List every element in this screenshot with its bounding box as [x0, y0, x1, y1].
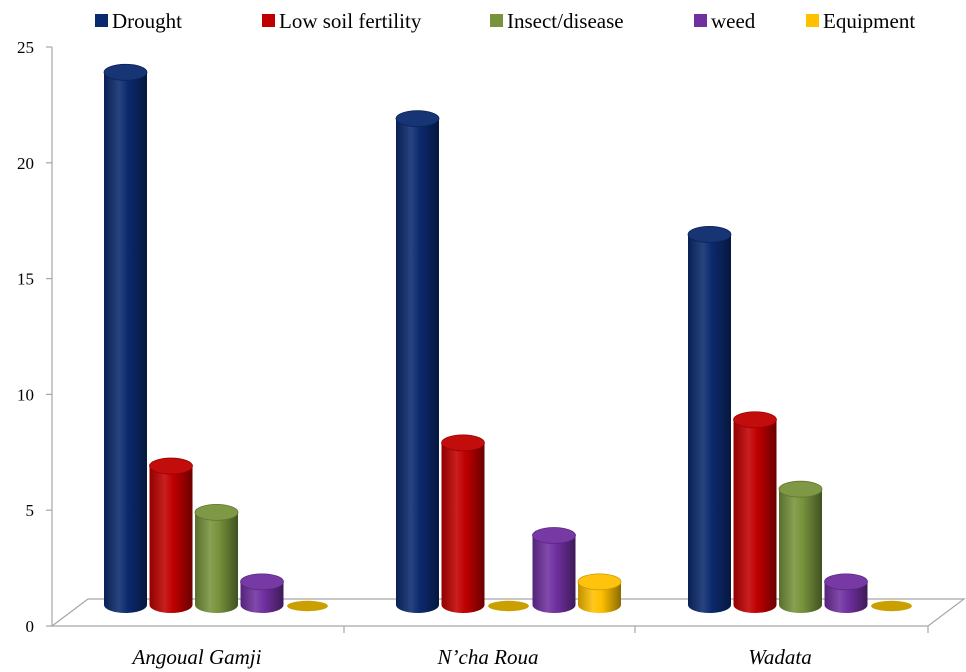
- bar-angoual-gamji-drought: [103, 63, 148, 613]
- bars: [103, 63, 912, 613]
- bar-n-cha-roua-equipment: [577, 573, 622, 613]
- bar-wadata-low-soil-fertility: [733, 411, 777, 613]
- legend-label: Low soil fertility: [279, 9, 422, 33]
- legend-label: Insect/disease: [507, 9, 624, 33]
- bar-top: [733, 411, 777, 429]
- bar-n-cha-roua-insect-disease: [488, 600, 529, 612]
- legend-swatch: [490, 14, 503, 27]
- y-tick-label: 5: [26, 501, 35, 520]
- bar-body: [195, 512, 238, 613]
- bar-n-cha-roua-weed: [532, 527, 576, 613]
- bar-body: [532, 535, 576, 613]
- x-axis-labels: Angoual Gamji N’cha Roua Wadata: [131, 645, 812, 669]
- bar-wadata-equipment: [871, 600, 912, 612]
- bar-top: [441, 434, 485, 452]
- bar-top: [103, 63, 148, 81]
- bar-top: [395, 110, 440, 128]
- bar-flat-disc: [871, 600, 912, 612]
- bar-body: [779, 489, 822, 613]
- category-label-wadata: Wadata: [748, 645, 811, 669]
- bar-flat-disc: [287, 600, 328, 612]
- bar-body: [240, 581, 284, 613]
- bar-flat-disc: [488, 600, 529, 612]
- bar-body: [824, 581, 868, 613]
- bar-angoual-gamji-low-soil-fertility: [149, 457, 193, 613]
- legend-item-weed: weed: [694, 9, 756, 33]
- bar-wadata-insect-disease: [778, 480, 823, 613]
- bar-top: [149, 457, 193, 475]
- bar-body: [733, 419, 777, 613]
- legend-item-drought: Drought: [95, 9, 182, 33]
- y-tick-label: 20: [17, 154, 34, 173]
- bar-angoual-gamji-equipment: [287, 600, 328, 612]
- bar-n-cha-roua-low-soil-fertility: [441, 434, 485, 613]
- y-tick-label: 25: [17, 38, 34, 57]
- bar-body: [396, 118, 439, 613]
- bar-body: [688, 234, 731, 613]
- legend-label: weed: [711, 9, 756, 33]
- bar-wadata-weed: [824, 573, 868, 613]
- bar-top: [532, 527, 576, 544]
- category-label-n-cha-roua: N’cha Roua: [437, 645, 539, 669]
- legend-label: Equipment: [823, 9, 915, 33]
- bar-body: [441, 442, 485, 613]
- bar-top: [240, 573, 284, 591]
- bar-body: [104, 72, 147, 613]
- category-label-angoual-gamji: Angoual Gamji: [131, 645, 262, 669]
- legend-item-low-soil-fertility: Low soil fertility: [262, 9, 422, 33]
- legend-swatch: [694, 14, 707, 27]
- legend-swatch: [95, 14, 108, 27]
- bar-body: [578, 581, 621, 613]
- bar-body: [149, 466, 193, 613]
- bar-top: [194, 503, 239, 521]
- legend-label: Drought: [112, 9, 182, 33]
- y-axis: 0 5 10 15 20 25: [17, 38, 53, 636]
- bar-angoual-gamji-insect-disease: [194, 503, 239, 613]
- y-tick-label: 15: [17, 270, 34, 289]
- y-tick-label: 10: [17, 385, 34, 404]
- bar-top: [778, 480, 823, 498]
- bar-angoual-gamji-weed: [240, 573, 284, 613]
- legend-item-insect-disease: Insect/disease: [490, 9, 624, 33]
- legend-swatch: [262, 14, 275, 27]
- y-tick-label: 0: [26, 617, 35, 636]
- bar-top: [824, 573, 868, 591]
- bar-top: [577, 573, 622, 591]
- legend-swatch: [806, 14, 819, 27]
- legend: Drought Low soil fertility Insect/disease w…: [95, 9, 915, 33]
- bar-top: [687, 226, 732, 243]
- legend-item-equipment: Equipment: [806, 9, 915, 33]
- bar-n-cha-roua-drought: [395, 110, 440, 613]
- bar-wadata-drought: [687, 226, 732, 613]
